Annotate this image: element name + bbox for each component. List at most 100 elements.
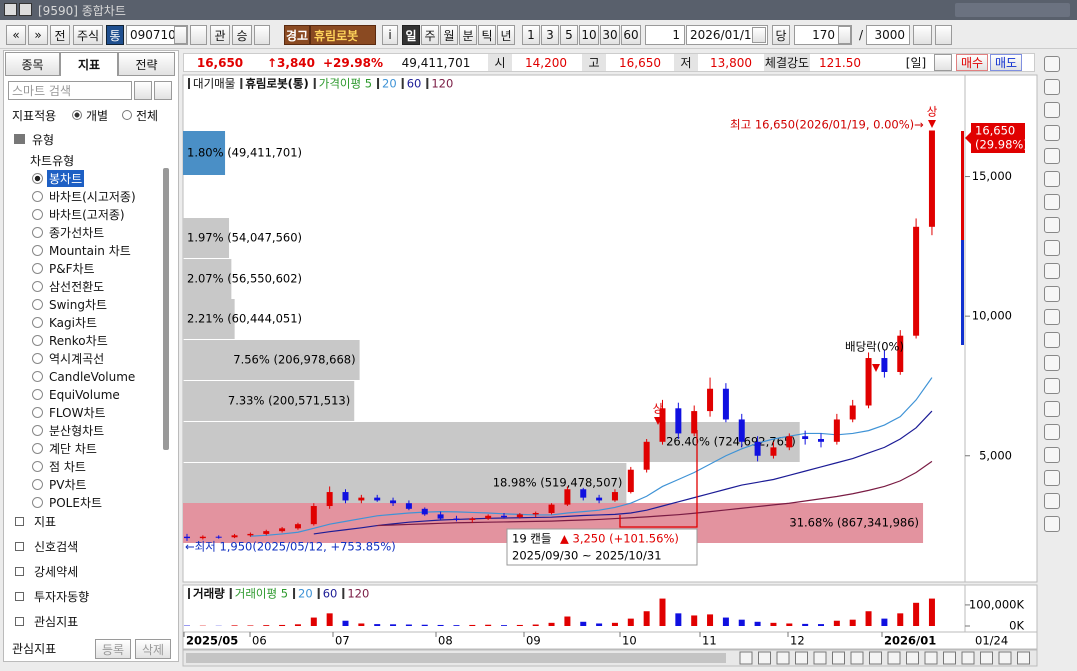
group-item[interactable]: 관심지표 (34, 614, 79, 629)
tool-icon[interactable] (1044, 56, 1060, 72)
radio[interactable] (32, 497, 43, 508)
toolbar-button[interactable]: 주식 (73, 25, 103, 45)
count-spinner[interactable] (838, 26, 851, 44)
tool-icon[interactable] (1044, 148, 1060, 164)
tool-icon[interactable] (1044, 309, 1060, 325)
radio[interactable] (32, 281, 43, 292)
toolbar-button[interactable]: 관 (210, 25, 230, 45)
chart-type-item[interactable]: Kagi차트 (49, 316, 98, 330)
radio[interactable] (122, 110, 132, 120)
period-button[interactable]: 년 (497, 25, 515, 45)
panel-tab[interactable]: 전략 (118, 52, 175, 76)
chart-type-item[interactable]: POLE차트 (49, 496, 103, 510)
tool-icon[interactable] (1044, 79, 1060, 95)
tool-icon[interactable] (1044, 493, 1060, 509)
radio[interactable] (32, 407, 43, 418)
radio[interactable] (32, 173, 43, 184)
group-item[interactable]: 지표 (34, 514, 57, 529)
interval-button[interactable]: 5 (560, 25, 578, 45)
chart-type-item[interactable]: CandleVolume (49, 369, 136, 384)
expand-icon[interactable] (15, 617, 24, 626)
toolbar-button[interactable]: i (382, 25, 398, 45)
tool-icon[interactable] (1044, 102, 1060, 118)
tool-icon[interactable] (1044, 401, 1060, 417)
expand-icon[interactable] (15, 567, 24, 576)
chart-type-item[interactable]: 점 차트 (49, 460, 86, 474)
radio[interactable] (32, 227, 43, 238)
footer-button[interactable]: 등록 (95, 639, 131, 659)
radio[interactable] (32, 371, 43, 382)
group-item[interactable]: 강세약세 (34, 564, 79, 579)
chart-type-item[interactable]: 삼선전환도 (49, 280, 105, 294)
group-item[interactable]: 신호검색 (34, 539, 79, 554)
interval-button[interactable]: 10 (579, 25, 599, 45)
collapse-icon[interactable] (154, 81, 172, 100)
unit-input[interactable]: 1 (645, 25, 685, 45)
chart-type-item[interactable]: Renko차트 (49, 334, 108, 348)
current-button[interactable]: 당 (772, 25, 790, 45)
code-input[interactable]: 090710 (126, 25, 188, 45)
window-controls[interactable] (955, 3, 1070, 17)
period-button[interactable]: 월 (440, 25, 458, 45)
period-button[interactable]: 주 (421, 25, 439, 45)
toolbar-button[interactable]: « (6, 25, 26, 45)
tool-icon[interactable] (1044, 355, 1060, 371)
panel-tab[interactable]: 종목 (5, 52, 60, 76)
max-input[interactable]: 3000 (866, 25, 910, 45)
interval-button[interactable]: 3 (541, 25, 559, 45)
chart-type-item[interactable]: 분산형차트 (49, 424, 105, 438)
radio[interactable] (72, 110, 82, 120)
expand-icon[interactable] (15, 592, 24, 601)
chart-type-item[interactable]: 바차트(시고저종) (49, 190, 136, 204)
tool-icon[interactable] (1044, 217, 1060, 233)
radio[interactable] (32, 317, 43, 328)
period-button[interactable]: 틱 (478, 25, 496, 45)
tool-icon[interactable] (1044, 240, 1060, 256)
code-dropdown[interactable] (174, 26, 187, 44)
chart-type-item[interactable]: P&F차트 (49, 262, 95, 276)
tool-icon[interactable] (1044, 516, 1060, 532)
tool-icon[interactable] (1044, 125, 1060, 141)
radio[interactable] (32, 425, 43, 436)
chart-type-item[interactable]: Swing차트 (49, 298, 108, 312)
tool-icon[interactable] (1044, 194, 1060, 210)
chart-type-item[interactable]: 종가선차트 (49, 226, 105, 240)
search-icon[interactable] (134, 81, 152, 100)
buy-button[interactable]: 매수 (956, 54, 988, 71)
chart-type-item[interactable]: FLOW차트 (49, 406, 106, 420)
settings-button[interactable] (935, 25, 952, 45)
calendar-button[interactable] (752, 27, 766, 43)
chart-type-item[interactable]: 봉차트 (47, 170, 85, 187)
radio[interactable] (32, 389, 43, 400)
zoom-button[interactable] (913, 25, 932, 45)
date-input[interactable]: 2026/01/19 (686, 25, 768, 45)
chart-type-item[interactable]: EquiVolume (49, 387, 120, 402)
search-input[interactable]: 스마트 검색 (8, 81, 132, 100)
period-button[interactable]: 분 (459, 25, 477, 45)
radio[interactable] (32, 461, 43, 472)
spinner[interactable] (254, 25, 270, 45)
radio[interactable] (32, 191, 43, 202)
chart-type-item[interactable]: Mountain 차트 (49, 244, 131, 258)
radio[interactable] (32, 335, 43, 346)
chart-type-item[interactable]: 계단 차트 (49, 442, 97, 456)
toolbar-button[interactable]: 전 (50, 25, 70, 45)
interval-button[interactable]: 1 (522, 25, 540, 45)
interval-button[interactable]: 30 (600, 25, 620, 45)
radio[interactable] (32, 353, 43, 364)
tool-icon[interactable] (1044, 424, 1060, 440)
expand-icon[interactable] (15, 542, 24, 551)
footer-button[interactable]: 삭제 (135, 639, 171, 659)
chart-type-item[interactable]: PV차트 (49, 478, 87, 492)
count-input[interactable]: 170 (794, 25, 852, 45)
period-button[interactable]: 일 (402, 25, 420, 45)
toolbar-button[interactable]: 통 (106, 25, 124, 45)
radio[interactable] (32, 443, 43, 454)
tool-icon[interactable] (1044, 332, 1060, 348)
tool-icon[interactable] (1044, 470, 1060, 486)
tool-icon[interactable] (1044, 263, 1060, 279)
toolbar-button[interactable]: » (28, 25, 48, 45)
radio[interactable] (32, 209, 43, 220)
chart-type-item[interactable]: 역시계곡선 (49, 352, 105, 366)
radio[interactable] (32, 299, 43, 310)
